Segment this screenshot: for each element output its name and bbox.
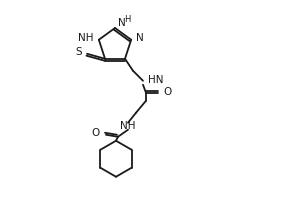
Text: O: O [92, 128, 100, 138]
Text: N: N [136, 33, 144, 43]
Text: HN: HN [148, 75, 164, 85]
Text: N: N [118, 18, 126, 28]
Text: H: H [124, 15, 130, 23]
Text: NH: NH [120, 121, 136, 131]
Text: O: O [163, 87, 171, 97]
Text: S: S [75, 47, 82, 57]
Text: NH: NH [78, 33, 94, 43]
